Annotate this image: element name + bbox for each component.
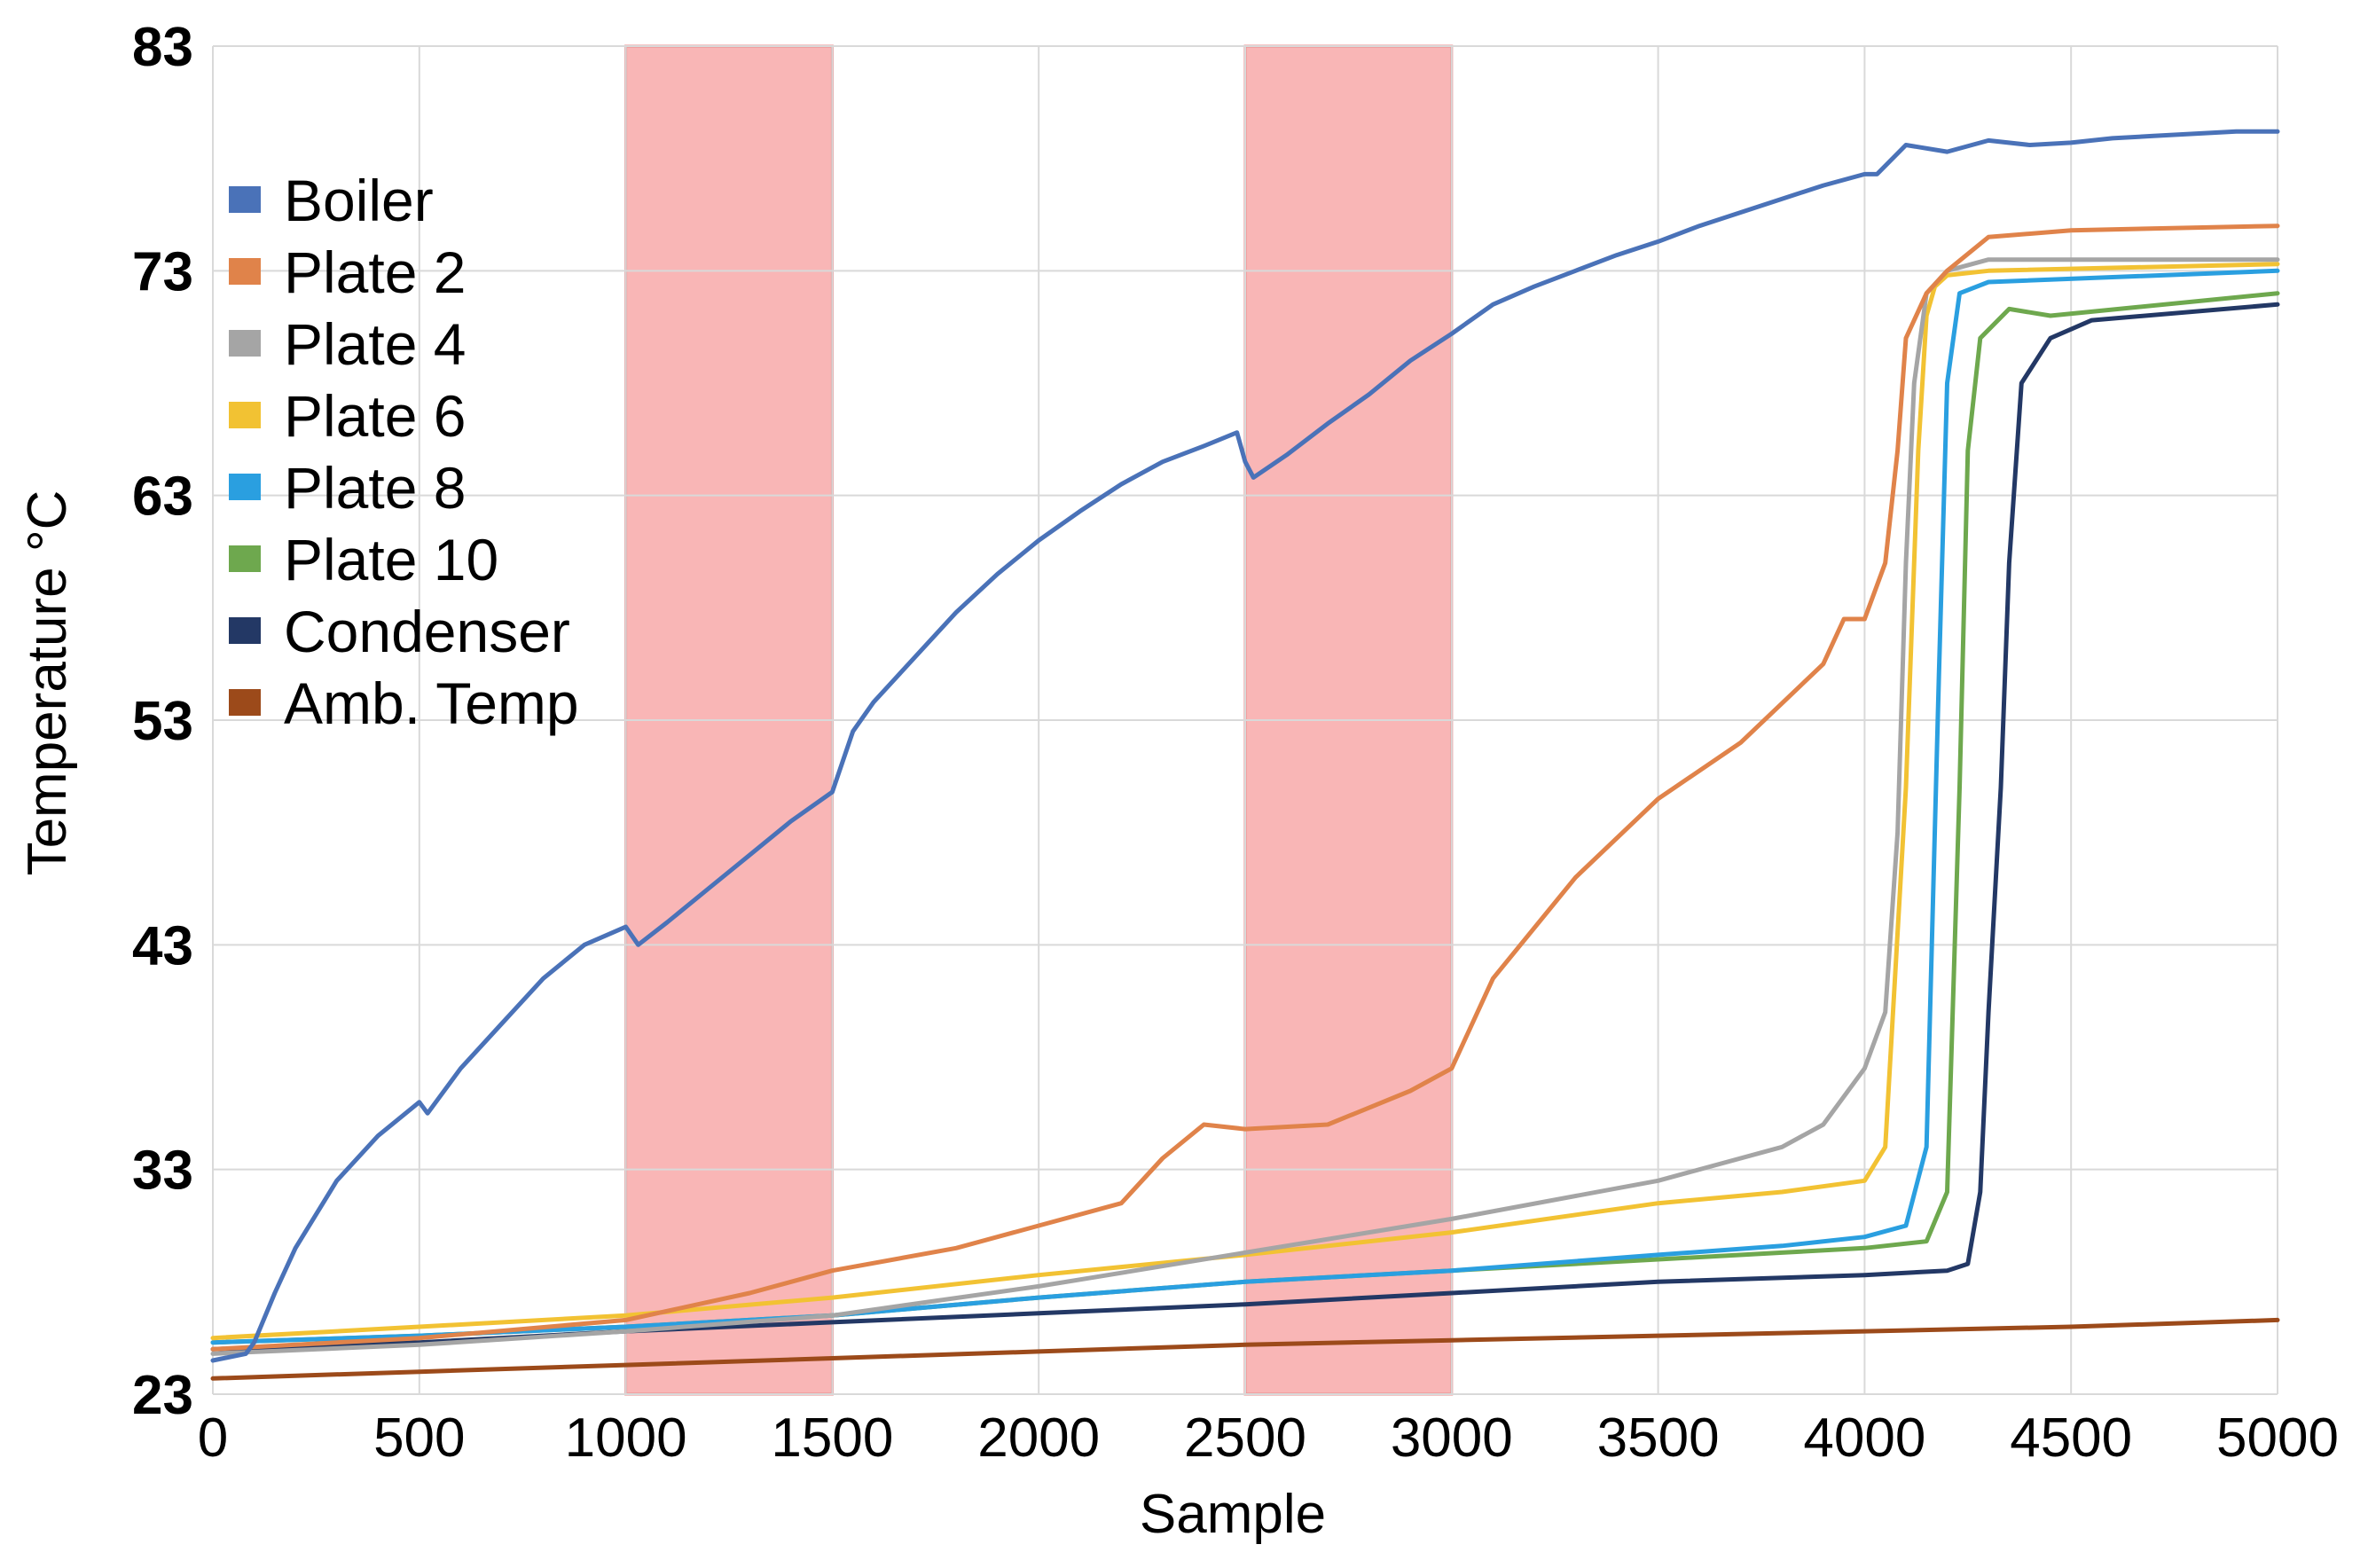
- y-tick-label: 63: [132, 466, 193, 528]
- x-tick-label: 4000: [1803, 1407, 1925, 1469]
- y-tick-label: 53: [132, 691, 193, 752]
- gridlines: [212, 45, 2278, 1395]
- y-axis-label: Temperature °C: [17, 490, 78, 876]
- series-lines: [210, 129, 2280, 1381]
- legend-label: Plate 4: [284, 311, 466, 377]
- x-tick-label: 3500: [1597, 1407, 1720, 1469]
- legend-label: Condenser: [284, 599, 570, 664]
- legend-label: Boiler: [284, 168, 434, 233]
- legend-label: Plate 6: [284, 383, 466, 449]
- x-tick-label: 500: [373, 1407, 465, 1469]
- legend-label: Plate 2: [284, 239, 466, 305]
- x-tick-label: 2500: [1184, 1407, 1306, 1469]
- legend-swatch: [229, 474, 261, 500]
- y-tick-label: 83: [132, 17, 193, 78]
- legend-swatch: [229, 617, 261, 644]
- x-tick-label: 5000: [2216, 1407, 2339, 1469]
- legend-swatch: [229, 258, 261, 285]
- y-tick-label: 43: [132, 915, 193, 976]
- x-tick-label: 3000: [1391, 1407, 1513, 1469]
- x-tick-label: 4500: [2010, 1407, 2132, 1469]
- series-line-plate-2: [210, 223, 2280, 1352]
- x-tick-label: 1500: [771, 1407, 893, 1469]
- x-tick-label: 1000: [565, 1407, 687, 1469]
- x-tick-label: 0: [198, 1407, 228, 1469]
- series-line-condenser: [210, 302, 2280, 1352]
- y-axis-ticks: 23 33 43 53 63 73 83: [132, 17, 193, 1426]
- series-line-boiler: [210, 129, 2280, 1363]
- y-tick-label: 23: [132, 1365, 193, 1426]
- y-tick-label: 73: [132, 241, 193, 302]
- x-tick-label: 2000: [977, 1407, 1100, 1469]
- legend-swatch: [229, 330, 261, 357]
- legend-label: Plate 8: [284, 455, 466, 521]
- legend-swatch: [229, 689, 261, 716]
- series-line-amb-temp: [210, 1317, 2280, 1381]
- legend-label: Plate 10: [284, 527, 498, 592]
- x-axis-label: Sample: [1140, 1484, 1326, 1545]
- legend-label: Amb. Temp: [284, 670, 579, 736]
- x-axis-ticks: 0 500 1000 1500 2000 2500 3000 3500 4000 4500 5000: [198, 1407, 2339, 1469]
- legend-swatch: [229, 402, 261, 428]
- legend-swatch: [229, 186, 261, 213]
- y-tick-label: 33: [132, 1141, 193, 1202]
- legend-swatch: [229, 545, 261, 572]
